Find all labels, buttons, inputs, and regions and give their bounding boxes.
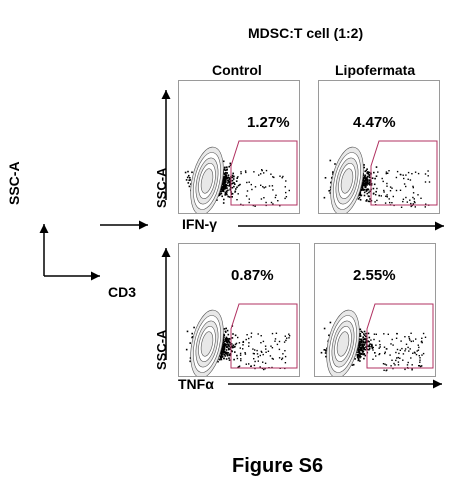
scatter-plot (185, 303, 298, 376)
gate-region (370, 140, 438, 206)
panel-control-tnfa: 0.87% (178, 243, 300, 377)
gate-region (230, 140, 298, 206)
schematic-y-label: SSC-A (6, 161, 22, 205)
scatter-plot (323, 140, 438, 213)
column-header-lipofermata: Lipofermata (335, 62, 416, 78)
row2-x-label: TNFα (178, 376, 214, 392)
row1-y-label: SSC-A (154, 167, 169, 208)
gate-percentage: 0.87% (231, 267, 274, 284)
gate-percentage: 4.47% (353, 114, 396, 131)
schematic-x-label: CD3 (108, 284, 137, 300)
scatter-plot (320, 303, 434, 376)
gate-region (230, 303, 298, 369)
figure-caption: Figure S6 (232, 455, 324, 477)
panel-control-ifng: 1.27% (178, 80, 300, 214)
gate-region (366, 303, 434, 369)
scatter-plot (184, 140, 298, 213)
panel-lipofermata-ifng: 4.47% (318, 80, 440, 214)
row2-y-label: SSC-A (154, 329, 169, 370)
figure-title: MDSC:T cell (1:2) (248, 25, 364, 41)
row1-x-label: IFN-γ (182, 216, 217, 232)
panel-lipofermata-tnfa: 2.55% (314, 243, 436, 377)
gate-percentage: 2.55% (353, 267, 396, 284)
gate-percentage: 1.27% (247, 114, 290, 131)
column-header-control: Control (212, 62, 262, 78)
